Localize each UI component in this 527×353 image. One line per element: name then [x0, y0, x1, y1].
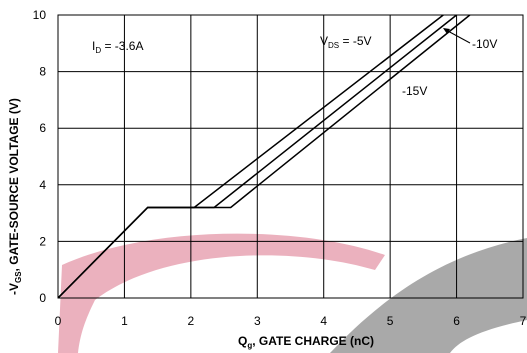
series-group	[57, 14, 471, 299]
vds-annotation: VDS = -5V	[320, 34, 372, 50]
label-10v-arrowhead	[443, 28, 450, 34]
x-axis-title: Qg, GATE CHARGE (nC)	[238, 334, 374, 350]
x-tick-label: 6	[453, 314, 460, 328]
y-tick-label: 4	[39, 178, 46, 192]
x-tick-label: 0	[55, 314, 62, 328]
y-tick-label: 8	[39, 65, 46, 79]
y-tick-labels: 0 2 4 6 8 10	[33, 8, 47, 305]
x-tick-label: 7	[520, 314, 527, 328]
watermark-red-arc	[58, 233, 385, 353]
y-tick-label: 6	[39, 121, 46, 135]
grid	[58, 15, 523, 298]
y-axis-title: -VGS, GATE-SOURCE VOLTAGE (V)	[7, 98, 23, 295]
label-15v: -15V	[402, 84, 427, 98]
plot-frame	[57, 14, 524, 299]
x-tick-label: 4	[320, 314, 327, 328]
x-tick-label: 1	[121, 314, 128, 328]
y-tick-label: 0	[39, 291, 46, 305]
y-tick-label: 10	[33, 8, 47, 22]
x-tick-labels: 0 1 2 3 4 5 6 7	[55, 314, 527, 328]
watermark-gray-arc	[330, 238, 527, 353]
x-tick-label: 3	[254, 314, 261, 328]
series-line-15Vv	[57, 14, 471, 299]
label-10v: -10V	[472, 37, 497, 51]
y-tick-label: 2	[39, 234, 46, 248]
id-annotation: ID = -3.6A	[92, 39, 143, 55]
x-tick-label: 5	[387, 314, 394, 328]
x-tick-label: 2	[188, 314, 195, 328]
label-10v-pointer	[445, 29, 471, 44]
